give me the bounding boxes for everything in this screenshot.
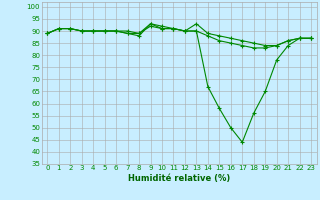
X-axis label: Humidité relative (%): Humidité relative (%) [128,174,230,183]
